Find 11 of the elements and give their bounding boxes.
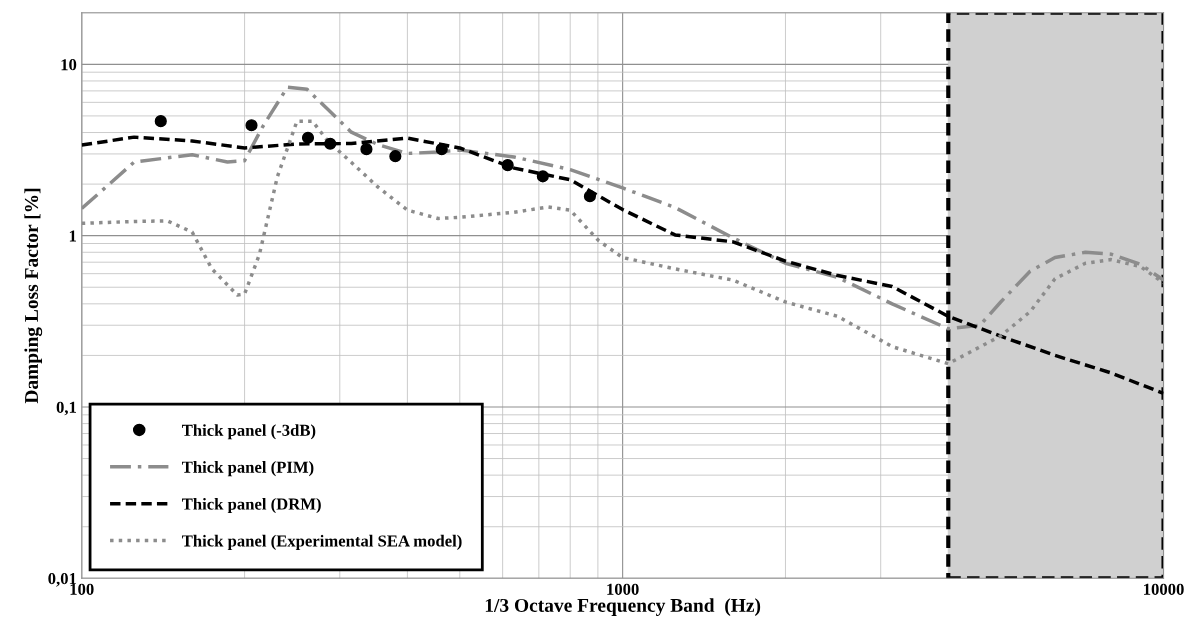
y-tick-label: 0,1 — [56, 401, 77, 416]
legend-label: Thick panel (DRM) — [182, 497, 321, 514]
legend-label: Thick panel (PIM) — [182, 461, 314, 477]
y-tick-label: 1 — [69, 230, 77, 242]
y-tick-label: 10 — [61, 59, 77, 71]
legend-label: Thick panel (Experimental SEA model) — [182, 534, 462, 550]
x-tick-label: 10000 — [1144, 583, 1184, 595]
x-axis-title: 1/3 Octave Frequency Band (Hz) — [485, 598, 761, 616]
x-tick-label: 1000 — [607, 583, 639, 595]
y-axis-title: Damping Loss Factor [%] — [24, 188, 43, 404]
legend-label: Thick panel (-3dB) — [182, 424, 316, 440]
